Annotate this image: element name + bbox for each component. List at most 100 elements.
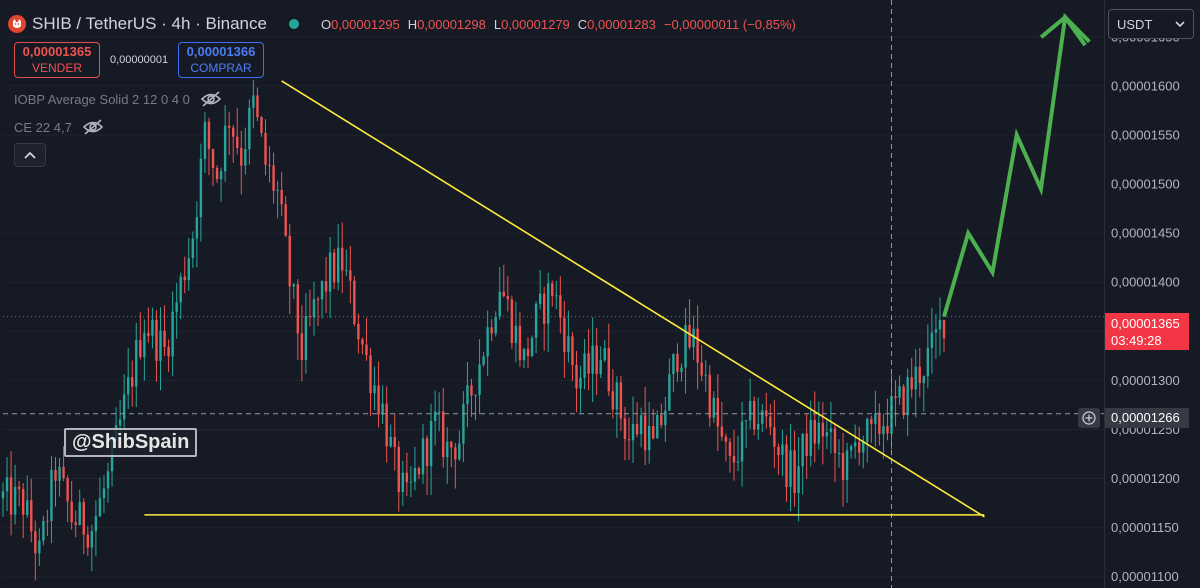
candle-body — [365, 344, 368, 356]
candle-body — [357, 323, 360, 340]
candle-body — [389, 436, 392, 447]
price-tick-label: 0,00001200 — [1111, 471, 1180, 486]
current-price-label: 0,00001365 03:49:28 — [1105, 313, 1189, 350]
indicator-iobp[interactable]: IOBP Average Solid 2 12 0 4 0 — [14, 90, 222, 108]
candle-body — [425, 438, 429, 467]
descending-resistance-line — [281, 80, 985, 518]
candle-body — [526, 348, 530, 356]
candle-body — [268, 164, 271, 166]
candle-body — [611, 391, 615, 410]
price-tick-label: 0,00001150 — [1111, 520, 1179, 535]
candle-body — [413, 468, 417, 482]
candle-body — [272, 165, 275, 191]
candle-body — [183, 276, 186, 281]
indicator-ce[interactable]: CE 22 4,7 — [14, 118, 104, 136]
candle-body — [462, 404, 465, 444]
eye-hidden-icon[interactable] — [82, 118, 104, 136]
currency-select[interactable]: USDT — [1108, 9, 1194, 39]
candle-body — [862, 442, 865, 453]
chart-header: SHIB / TetherUS · 4h · Binance O0,000012… — [8, 12, 796, 36]
candle-body — [203, 121, 207, 159]
candle-body — [191, 238, 195, 259]
candle-body — [797, 466, 800, 493]
candle-body — [930, 332, 934, 348]
buy-button[interactable]: 0,00001366 COMPRAR — [178, 42, 264, 78]
candle-body — [284, 204, 287, 236]
candle-body — [296, 284, 300, 334]
collapse-indicators-button[interactable] — [14, 143, 46, 167]
candle-body — [171, 311, 174, 357]
candle-body — [276, 189, 279, 191]
candle-body — [332, 252, 336, 283]
candle-body — [547, 283, 550, 324]
candle-body — [175, 302, 178, 312]
candle-body — [821, 422, 825, 437]
candle-body — [345, 270, 348, 272]
symbol-title[interactable]: SHIB / TetherUS · 4h · Binance — [32, 14, 267, 33]
ohlc-high-value: 0,00001298 — [417, 16, 486, 32]
candle-body — [466, 385, 469, 405]
candle-body — [708, 374, 711, 418]
candle-body — [506, 296, 510, 300]
eye-hidden-icon[interactable] — [200, 90, 222, 108]
sell-label: VENDER — [31, 61, 82, 75]
candle-body — [300, 333, 304, 360]
candle-body — [118, 419, 122, 426]
candle-body — [757, 423, 760, 430]
price-tick-label: 0,00001600 — [1111, 78, 1180, 93]
candle-body — [902, 386, 905, 416]
candle-body — [518, 325, 522, 361]
candle-body — [587, 353, 590, 374]
candle-body — [716, 397, 720, 427]
candle-body — [454, 447, 457, 460]
candle-body — [34, 531, 37, 554]
candle-body — [712, 397, 715, 418]
candle-body — [90, 531, 94, 548]
ohlc-change: −0,00000011 (−0,85%) — [663, 16, 796, 32]
candle-body — [938, 319, 942, 330]
candle-body — [46, 520, 49, 522]
price-axis[interactable]: 0,000011000,000011500,000012000,00001250… — [1111, 29, 1180, 584]
candle-body — [288, 235, 291, 287]
price-scale-border — [1104, 0, 1105, 588]
price-tick-label: 0,00001400 — [1111, 275, 1180, 290]
sell-price: 0,00001365 — [22, 44, 92, 59]
ohlc-low-key: L — [493, 16, 502, 32]
candle-body — [341, 247, 344, 271]
chevron-up-icon — [24, 151, 36, 159]
buy-label: COMPRAR — [190, 61, 252, 75]
candle-body — [482, 356, 485, 365]
sell-button[interactable]: 0,00001365 VENDER — [14, 42, 100, 78]
candle-body — [752, 400, 756, 430]
candle-body — [647, 426, 651, 451]
candle-body — [139, 339, 142, 357]
candle-body — [623, 418, 627, 440]
candle-body — [429, 420, 433, 467]
candle-body — [159, 330, 162, 361]
candle-body — [13, 486, 17, 515]
candle-body — [98, 498, 102, 517]
candle-body — [781, 444, 784, 456]
candle-body — [470, 385, 473, 396]
candle-body — [692, 328, 695, 348]
candle-body — [304, 316, 308, 360]
candle-body — [793, 450, 796, 493]
candle-body — [599, 360, 602, 375]
candle-body — [607, 348, 610, 392]
candle-body — [207, 121, 211, 150]
candle-body — [131, 377, 134, 387]
candle-body — [264, 132, 267, 165]
candle-body — [324, 281, 328, 292]
candle-body — [849, 446, 853, 451]
candle-body — [631, 423, 635, 441]
candle-body — [635, 423, 639, 435]
candle-body — [595, 345, 598, 375]
candle-body — [122, 394, 126, 420]
add-alert-button[interactable] — [1078, 408, 1100, 428]
candle-body — [236, 136, 239, 148]
bullish-projection-path — [942, 12, 1091, 318]
candle-body — [833, 428, 837, 454]
price-tick-label: 0,00001550 — [1111, 127, 1180, 142]
candle-body — [728, 441, 732, 456]
